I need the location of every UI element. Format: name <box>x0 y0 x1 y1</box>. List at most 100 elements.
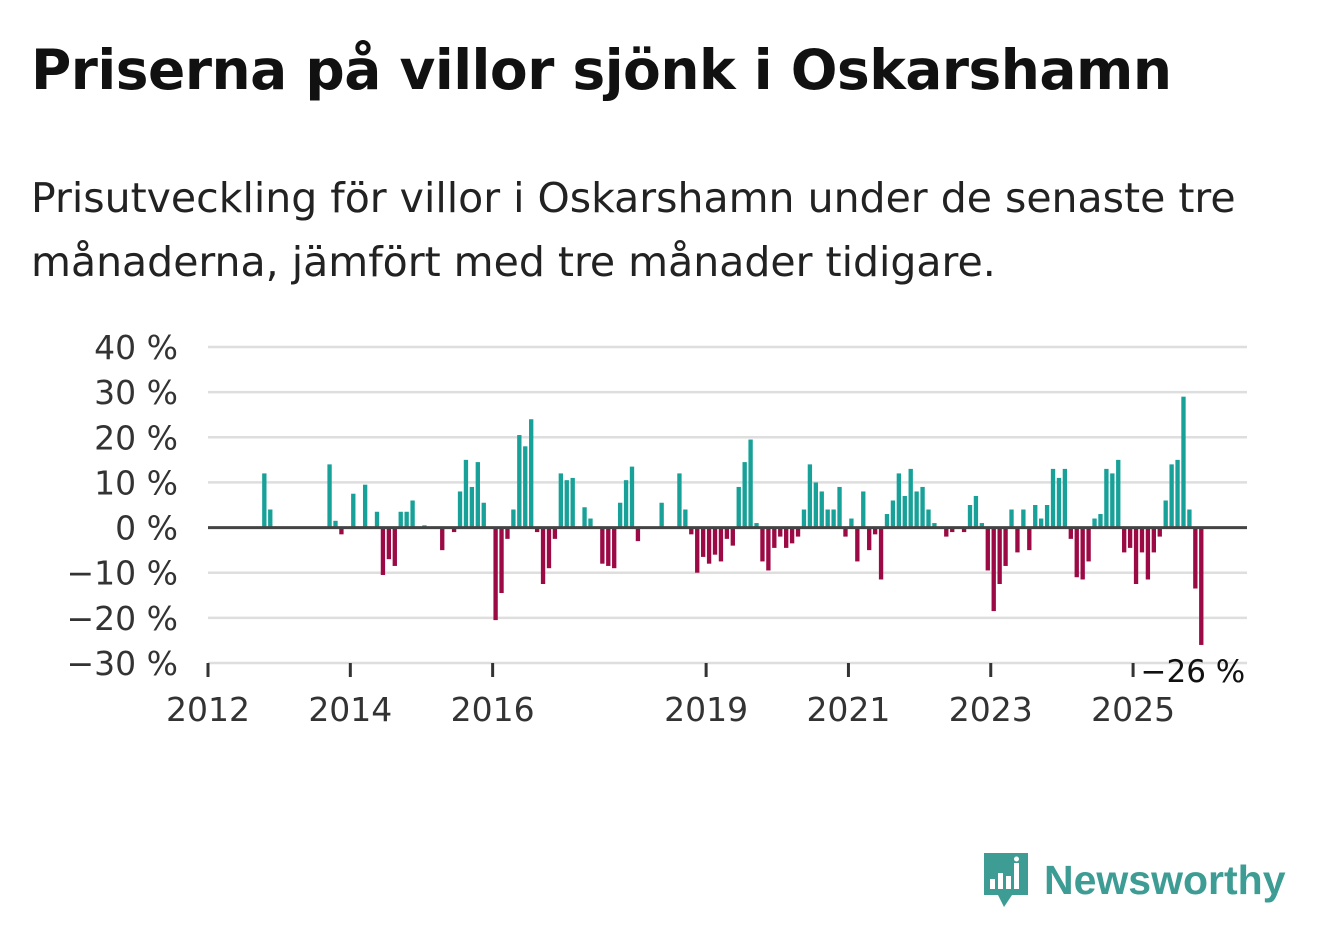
x-tick-label: 2023 <box>949 690 1033 729</box>
bar <box>712 527 718 555</box>
y-tick-label: −30 % <box>67 644 179 683</box>
bar <box>600 527 605 564</box>
bar <box>362 484 368 528</box>
bar <box>896 473 902 528</box>
bar <box>505 527 510 539</box>
bar <box>493 527 498 621</box>
bar-chart: 40 %30 %20 %10 %0 %−10 %−20 %−30 % 2012 2… <box>67 328 1247 729</box>
bar <box>1039 518 1044 528</box>
bar <box>813 482 818 528</box>
x-tick-label: 2016 <box>451 690 535 729</box>
bar <box>1157 527 1162 537</box>
bar <box>867 527 872 551</box>
bar <box>1139 527 1145 553</box>
bar <box>558 473 563 528</box>
bar <box>374 511 380 528</box>
bar <box>1074 527 1079 578</box>
bar <box>1009 509 1014 528</box>
bar <box>564 480 569 528</box>
bar <box>807 464 813 528</box>
bar <box>914 491 919 528</box>
bar <box>1151 527 1156 553</box>
bar <box>475 462 480 528</box>
bar <box>612 527 617 569</box>
bar <box>683 509 688 528</box>
bar <box>884 514 890 528</box>
bar <box>339 527 344 535</box>
bar <box>606 527 611 566</box>
bar <box>511 509 516 528</box>
bar <box>1163 500 1168 528</box>
chart-subtitle: Prisutveckling för villor i Oskarshamn u… <box>31 174 1236 286</box>
bar <box>1199 527 1204 645</box>
bar <box>689 527 694 535</box>
x-tick-label: 2019 <box>664 690 748 729</box>
bar <box>1181 396 1186 528</box>
bar <box>1027 527 1032 551</box>
bar <box>784 527 789 548</box>
bar <box>872 527 878 535</box>
bar <box>991 527 996 612</box>
bar <box>902 495 907 528</box>
bar <box>1145 527 1151 580</box>
bar <box>392 527 397 566</box>
bar <box>1092 518 1097 528</box>
bar <box>1116 459 1121 528</box>
bar <box>724 527 730 539</box>
bar <box>1098 514 1103 528</box>
y-tick-label: 10 % <box>94 463 178 502</box>
bar <box>617 502 623 528</box>
bar <box>635 527 641 542</box>
bar <box>997 527 1002 584</box>
bar <box>700 527 706 557</box>
bar <box>973 495 979 528</box>
bar <box>659 502 664 528</box>
bar <box>404 511 409 528</box>
bar <box>748 439 753 528</box>
x-tick-label: 2014 <box>308 690 392 729</box>
bar <box>540 527 546 584</box>
bar <box>789 527 795 544</box>
bar <box>380 527 386 575</box>
latest-value-label: −26 % <box>1141 654 1246 690</box>
bar <box>1169 464 1174 528</box>
bar <box>950 527 955 533</box>
x-axis: 2012 2014 2016 2019 2021 2023 2025 <box>166 663 1175 729</box>
bar <box>552 527 558 539</box>
y-tick-label: −20 % <box>67 599 179 638</box>
bar <box>878 527 884 580</box>
bar <box>760 527 765 562</box>
bar <box>961 527 967 533</box>
bar <box>742 462 747 528</box>
bar <box>534 527 540 533</box>
bar <box>861 491 866 528</box>
bar <box>849 518 854 528</box>
bar <box>1068 527 1073 539</box>
bar <box>967 505 973 528</box>
bar <box>1044 505 1050 528</box>
bar <box>1133 527 1139 584</box>
bar <box>772 527 777 548</box>
bar <box>706 527 712 564</box>
bar <box>819 491 824 528</box>
bar <box>481 502 486 528</box>
bar <box>825 509 830 528</box>
bar <box>629 466 635 528</box>
bar <box>451 527 457 533</box>
bar <box>517 435 522 528</box>
bar <box>1127 527 1133 548</box>
bar <box>730 527 735 546</box>
bar <box>499 527 504 594</box>
bar <box>1122 527 1127 553</box>
bar <box>570 477 575 528</box>
bar <box>1056 477 1062 528</box>
bar <box>582 507 587 528</box>
bar <box>843 527 848 537</box>
y-tick-label: 0 % <box>115 509 178 548</box>
bar <box>795 527 801 537</box>
y-tick-label: 20 % <box>94 418 178 457</box>
bar <box>920 486 925 528</box>
bar <box>457 491 463 528</box>
bar <box>695 527 700 573</box>
newsworthy-logo: Newsworthy <box>980 848 1286 912</box>
